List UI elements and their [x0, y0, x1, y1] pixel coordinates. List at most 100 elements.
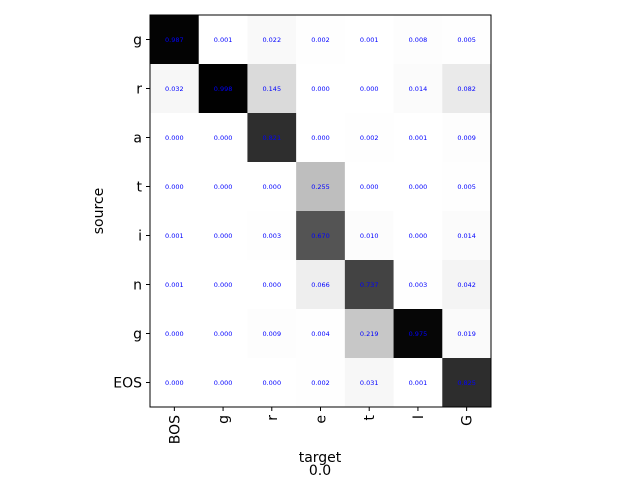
heatmap-cell: [198, 309, 248, 359]
cell-value-label: 0.014: [457, 232, 476, 240]
heatmap-cell: [296, 309, 346, 359]
cell-value-label: 0.000: [165, 134, 184, 142]
cell-value-label: 0.000: [409, 183, 428, 191]
heatmap-cell: [296, 64, 346, 114]
heatmap-cell: [442, 113, 492, 163]
cell-value-label: 0.005: [457, 36, 476, 44]
heatmap-cell: [393, 113, 443, 163]
heatmap-cell: [296, 211, 346, 261]
cell-value-label: 0.000: [214, 281, 233, 289]
cell-value-label: 0.032: [165, 85, 184, 93]
heatmap-cell: [150, 64, 200, 114]
heatmap-cell: [247, 113, 297, 163]
cell-value-label: 0.008: [409, 36, 428, 44]
x-axis-ticks: BOS g r e t I G: [167, 407, 476, 444]
x-axis-label: target: [299, 450, 342, 466]
cell-value-label: 0.000: [214, 183, 233, 191]
heatmap-cell: [150, 113, 200, 163]
y-tick-label: a: [133, 131, 142, 147]
heatmap-cells: [150, 15, 492, 408]
cell-value-label: 0.003: [262, 232, 281, 240]
heatmap-cell: [296, 113, 346, 163]
y-tick-label: g: [133, 327, 142, 343]
cell-value-label: 0.145: [262, 85, 281, 93]
x-tick-label: r: [265, 415, 281, 421]
heatmap-cell: [198, 64, 248, 114]
cell-value-label: 0.000: [360, 183, 379, 191]
heatmap-cell: [247, 260, 297, 310]
cell-value-label: 0.001: [409, 379, 428, 387]
cell-value-label: 0.009: [262, 330, 281, 338]
heatmap-cell: [393, 15, 443, 65]
cell-value-label: 0.000: [262, 379, 281, 387]
cell-value-label: 0.002: [311, 379, 330, 387]
heatmap-cell: [344, 15, 395, 65]
heatmap-cell: [296, 260, 346, 310]
heatmap-cell: [198, 15, 248, 65]
cell-value-label: 0.000: [262, 183, 281, 191]
y-axis-ticks: g r a t i n g EOS: [113, 33, 150, 392]
heatmap-cell: [247, 64, 297, 114]
cell-value-label: 0.821: [262, 134, 281, 142]
heatmap-cell: [344, 64, 395, 114]
heatmap-cell: [198, 113, 248, 163]
heatmap-cell: [442, 162, 492, 212]
heatmap-cell: [150, 260, 200, 310]
cell-value-label: 0.066: [311, 281, 330, 289]
cell-value-label: 0.000: [214, 379, 233, 387]
cell-value-label: 0.825: [457, 379, 476, 387]
cell-value-label: 0.009: [457, 134, 476, 142]
heatmap-cell: [150, 162, 200, 212]
cell-value-label: 0.001: [165, 232, 184, 240]
heatmap-cell: [442, 15, 492, 65]
cell-value-label: 0.005: [457, 183, 476, 191]
heatmap-cell: [198, 358, 248, 408]
cell-value-label: 0.042: [457, 281, 476, 289]
y-tick-label: r: [136, 82, 142, 98]
cell-value-label: 0.001: [360, 36, 379, 44]
y-tick-label: t: [137, 180, 143, 196]
y-tick-label: i: [138, 229, 142, 245]
heatmap-cell: [296, 15, 346, 65]
cell-value-label: 0.019: [457, 330, 476, 338]
heatmap-cell-labels: 0.987 0.001 0.022 0.002 0.001 0.008 0.005 0.032…: [165, 36, 476, 387]
cell-value-label: 0.000: [165, 330, 184, 338]
heatmap-cell: [393, 309, 443, 359]
cell-value-label: 0.000: [262, 281, 281, 289]
cell-value-label: 0.987: [165, 36, 184, 44]
cell-value-label: 0.000: [311, 134, 330, 142]
cell-value-label: 0.010: [360, 232, 379, 240]
y-tick-label: g: [133, 33, 142, 49]
heatmap-cell: [393, 211, 443, 261]
cell-value-label: 0.002: [311, 36, 330, 44]
heatmap-cell: [442, 260, 492, 310]
x-tick-label: I: [411, 415, 427, 419]
x-tick-label: G: [460, 415, 476, 426]
cell-value-label: 0.998: [214, 85, 233, 93]
cell-value-label: 0.014: [409, 85, 428, 93]
heatmap-cell: [198, 260, 248, 310]
cell-value-label: 0.219: [360, 330, 379, 338]
heatmap-cell: [198, 211, 248, 261]
cell-value-label: 0.000: [360, 85, 379, 93]
heatmap-cell: [150, 358, 200, 408]
chart-caption: 0.0: [309, 463, 331, 479]
heatmap-cell: [150, 211, 200, 261]
cell-value-label: 0.737: [360, 281, 379, 289]
heatmap-cell: [344, 260, 395, 310]
heatmap-cell: [442, 358, 492, 408]
heatmap-cell: [442, 64, 492, 114]
heatmap-cell: [393, 162, 443, 212]
cell-value-label: 0.000: [409, 232, 428, 240]
heatmap-cell: [442, 309, 492, 359]
heatmap-cell: [344, 309, 395, 359]
heatmap-cell: [442, 211, 492, 261]
cell-value-label: 0.975: [409, 330, 428, 338]
cell-value-label: 0.001: [214, 36, 233, 44]
y-tick-label: EOS: [113, 376, 142, 392]
cell-value-label: 0.001: [409, 134, 428, 142]
cell-value-label: 0.082: [457, 85, 476, 93]
cell-value-label: 0.670: [311, 232, 330, 240]
y-tick-label: n: [133, 278, 142, 294]
